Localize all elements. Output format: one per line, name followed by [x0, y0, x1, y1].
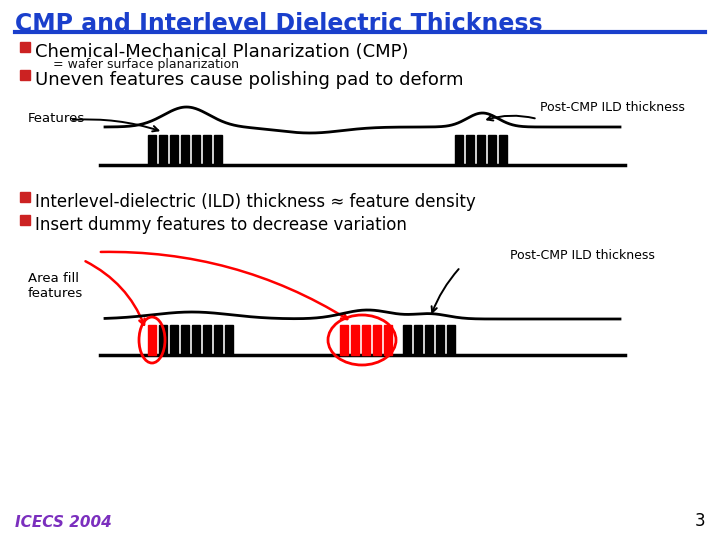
Bar: [477, 135, 485, 165]
Bar: [488, 135, 496, 165]
Text: Post-CMP ILD thickness: Post-CMP ILD thickness: [510, 249, 655, 262]
Text: Uneven features cause polishing pad to deform: Uneven features cause polishing pad to d…: [35, 71, 464, 89]
Bar: [403, 325, 411, 355]
Text: CMP and Interlevel Dielectric Thickness: CMP and Interlevel Dielectric Thickness: [15, 12, 543, 36]
Bar: [351, 325, 359, 355]
Bar: [148, 325, 156, 355]
Text: Post-CMP ILD thickness: Post-CMP ILD thickness: [540, 101, 685, 114]
Bar: [20, 215, 30, 225]
Bar: [214, 325, 222, 355]
Bar: [499, 135, 507, 165]
Bar: [203, 135, 211, 165]
Bar: [455, 135, 463, 165]
Text: Features: Features: [28, 111, 85, 125]
Bar: [203, 325, 211, 355]
Text: Interlevel-dielectric (ILD) thickness ≈ feature density: Interlevel-dielectric (ILD) thickness ≈ …: [35, 193, 476, 211]
Bar: [159, 135, 167, 165]
Bar: [20, 192, 30, 202]
Bar: [225, 325, 233, 355]
Bar: [466, 135, 474, 165]
Bar: [362, 325, 370, 355]
Bar: [181, 325, 189, 355]
Bar: [436, 325, 444, 355]
Bar: [214, 135, 222, 165]
Bar: [384, 325, 392, 355]
Bar: [414, 325, 422, 355]
Bar: [192, 135, 200, 165]
Text: ICECS 2004: ICECS 2004: [15, 515, 112, 530]
Bar: [373, 325, 381, 355]
Bar: [20, 70, 30, 80]
Text: Chemical-Mechanical Planarization (CMP): Chemical-Mechanical Planarization (CMP): [35, 43, 408, 61]
Bar: [170, 135, 178, 165]
Bar: [159, 325, 167, 355]
Text: Area fill
features: Area fill features: [28, 272, 84, 300]
Text: 3: 3: [694, 512, 705, 530]
Bar: [340, 325, 348, 355]
Bar: [148, 135, 156, 165]
Bar: [192, 325, 200, 355]
Text: = wafer surface planarization: = wafer surface planarization: [53, 58, 239, 71]
Bar: [170, 325, 178, 355]
Bar: [181, 135, 189, 165]
Bar: [425, 325, 433, 355]
Text: Insert dummy features to decrease variation: Insert dummy features to decrease variat…: [35, 216, 407, 234]
Bar: [447, 325, 455, 355]
Bar: [20, 42, 30, 52]
